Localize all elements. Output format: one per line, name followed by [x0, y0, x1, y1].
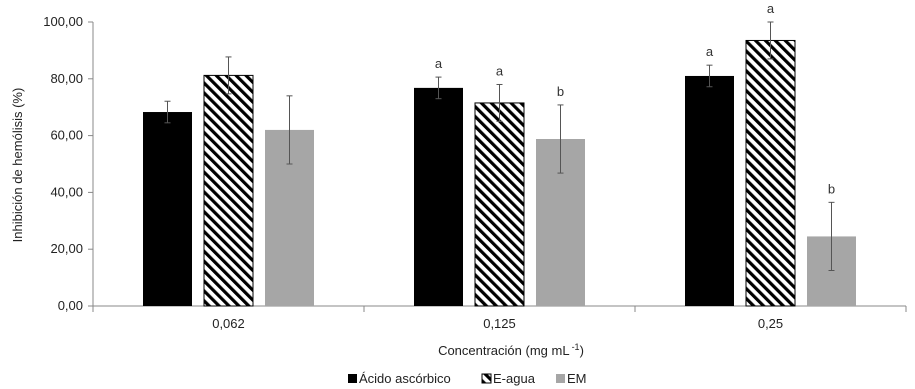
- bar: [474, 102, 525, 307]
- y-tick-label: 100,00: [43, 14, 83, 29]
- y-tick-label: 60,00: [50, 128, 83, 143]
- significance-label: a: [706, 44, 714, 59]
- labels: 0,00 20,00 40,00 60,00 80,00 100,00 0,062 0,125…: [43, 1, 835, 331]
- significance-label: a: [767, 1, 775, 16]
- legend-label-em: EM: [567, 371, 587, 386]
- legend-swatch-e-agua: [481, 373, 492, 384]
- legend-label-e-agua: E-agua: [493, 371, 536, 386]
- x-tick-label: 0,125: [483, 316, 516, 331]
- y-tick-label: 80,00: [50, 71, 83, 86]
- bar: [414, 87, 463, 306]
- bar: [203, 74, 254, 307]
- y-tick-label: 0,00: [58, 298, 83, 313]
- y-tick-label: 20,00: [50, 241, 83, 256]
- legend-swatch-acido: [348, 374, 357, 383]
- x-tick-label: 0,25: [758, 316, 783, 331]
- x-tick-label: 0,062: [212, 316, 245, 331]
- legend: Ácido ascórbico E-agua EM: [348, 371, 587, 386]
- x-axis-title-sup: -1: [572, 342, 580, 352]
- legend-label-acido: Ácido ascórbico: [359, 371, 451, 386]
- bar: [745, 39, 796, 307]
- x-axis-title-main: Concentración (mg mL: [438, 343, 570, 358]
- x-axis-title-suffix: ): [580, 343, 584, 358]
- bar: [685, 75, 734, 307]
- bar: [143, 112, 192, 306]
- bars: [143, 21, 856, 307]
- y-tick-label: 40,00: [50, 184, 83, 199]
- significance-label: a: [496, 63, 504, 78]
- significance-label: b: [828, 181, 835, 196]
- legend-swatch-em: [556, 374, 565, 383]
- x-axis-title: Concentración (mg mL -1): [438, 342, 584, 358]
- y-axis-title: Inhibición de hemólisis (%): [10, 88, 25, 243]
- significance-label: a: [435, 56, 443, 71]
- significance-label: b: [557, 84, 564, 99]
